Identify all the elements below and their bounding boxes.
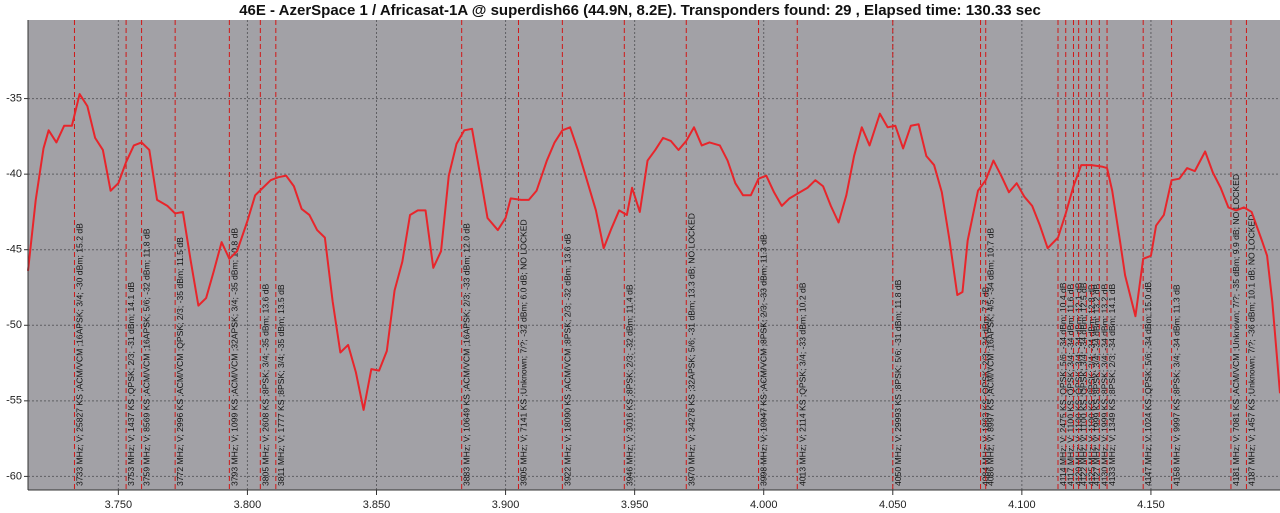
x-tick-label: 4.100 [1008, 499, 1036, 511]
transponder-label: 3772 MHz; V; 2996 KS ;ACM/VCM ;QPSK; 2/3… [175, 237, 185, 486]
transponder-label: 3793 MHz; V; 1099 KS ;ACM/VCM ;32APSK; 3… [229, 228, 239, 486]
transponder-label: 3998 MHz; V; 10947 KS ;ACM/VCM ;8PSK; 2/… [759, 234, 769, 486]
y-tick-label: -50 [6, 319, 22, 331]
y-tick-label: -40 [6, 168, 22, 180]
y-tick-label: -60 [6, 470, 22, 482]
transponder-label: 4050 MHz; V; 29993 KS ;8PSK; 5/6; -31 dB… [893, 279, 903, 486]
transponder-label: 4086 MHz; V; 8997 KS ;ACM/VCM ;16APSK; 4… [986, 228, 996, 486]
transponder-label: 4147 MHz; V; 1024 KS ;QPSK; 5/6; -34 dBm… [1143, 282, 1153, 486]
transponder-label: 4187 MHz; V; 1457 KS ;Unknown; 7/?; -36 … [1246, 215, 1256, 486]
x-tick-label: 3.800 [234, 499, 262, 511]
x-tick-label: 3.850 [363, 499, 391, 511]
chart-title: 46E - AzerSpace 1 / Africasat-1A @ super… [239, 2, 1041, 19]
transponder-label: 3905 MHz; V; 7141 KS ;Unknown; 7/?; -32 … [518, 219, 528, 486]
transponder-label: 3811 MHz; V; 1777 KS ;8PSK; 3/4; -35 dBm… [276, 284, 286, 486]
transponder-label: 3805 MHz; V; 2608 KS ;8PSK; 3/4; -35 dBm… [260, 284, 270, 486]
x-tick-label: 3.900 [492, 499, 520, 511]
transponder-label: 3733 MHz; V; 25827 KS ;ACM/VCM ;16APSK; … [74, 223, 84, 486]
y-tick-label: -55 [6, 395, 22, 407]
transponder-label: 4122 MHz; V; 1100 KS ;QPSK; 3/4; -34 dBm… [1079, 282, 1089, 486]
y-tick-label: -45 [6, 244, 22, 256]
x-tick-label: 4.150 [1137, 499, 1165, 511]
transponder-label: 4181 MHz; V; 7081 KS ;ACM/VCM ;Unknown; … [1231, 174, 1241, 486]
x-tick-label: 4.000 [750, 499, 778, 511]
transponder-label: 3759 MHz; V; 8569 KS ;ACM/VCM ;16APSK; 5… [142, 228, 152, 486]
transponder-label: 4158 MHz; V; 9997 KS ;8PSK; 3/4; -34 dBm… [1172, 284, 1182, 486]
transponder-label: 3970 MHz; V; 34278 KS ;32APSK; 5/6; -31 … [686, 213, 696, 486]
transponder-label: 4127 MHz; V; 1999 KS ;8PSK; 3/4; -34 dBm… [1092, 284, 1102, 486]
transponder-label: 3946 MHz; V; 3016 KS ;8PSK; 2/3; -32 dBm… [624, 284, 634, 486]
transponder-label: 3753 MHz; V; 1437 KS ;QPSK; 2/3; -31 dBm… [126, 282, 136, 486]
transponder-label: 4084 MHz; V; 1863 KS ;QPSK; 2/3; -34 dBm… [981, 286, 991, 486]
transponder-label: 4114 MHz; V; 2475 KS ;QPSK; 5/6; -34 dBm… [1058, 282, 1068, 486]
transponder-label: 3922 MHz; V; 18090 KS ;ACM/VCM ;8PSK; 2/… [562, 233, 572, 486]
spectrum-line [27, 93, 1280, 411]
transponder-label: 4125 MHz; V; 1100 KS ;8PSK; 3/4; -34 dBm… [1086, 284, 1096, 486]
x-tick-label: 4.050 [879, 499, 907, 511]
transponder-label: 3883 MHz; V; 10649 KS ;ACM/VCM ;16APSK; … [462, 223, 472, 486]
x-tick-label: 3.750 [105, 499, 133, 511]
x-tick-label: 3.950 [621, 499, 649, 511]
transponder-label: 4013 MHz; V; 2114 KS ;QPSK; 3/4; -33 dBm… [797, 282, 807, 486]
transponder-label: 4117 MHz; V; 1100 KS ;QPSK; 3/4; -34 dBm… [1066, 284, 1076, 486]
transponder-label: 4130 MHz; V; 1999 KS ;8PSK; 3/4; -34 dBm… [1099, 284, 1109, 486]
transponder-label: 4133 MHz; V; 1349 KS ;8PSK; 2/3; -34 dBm… [1107, 284, 1117, 486]
y-tick-label: -35 [6, 92, 22, 104]
